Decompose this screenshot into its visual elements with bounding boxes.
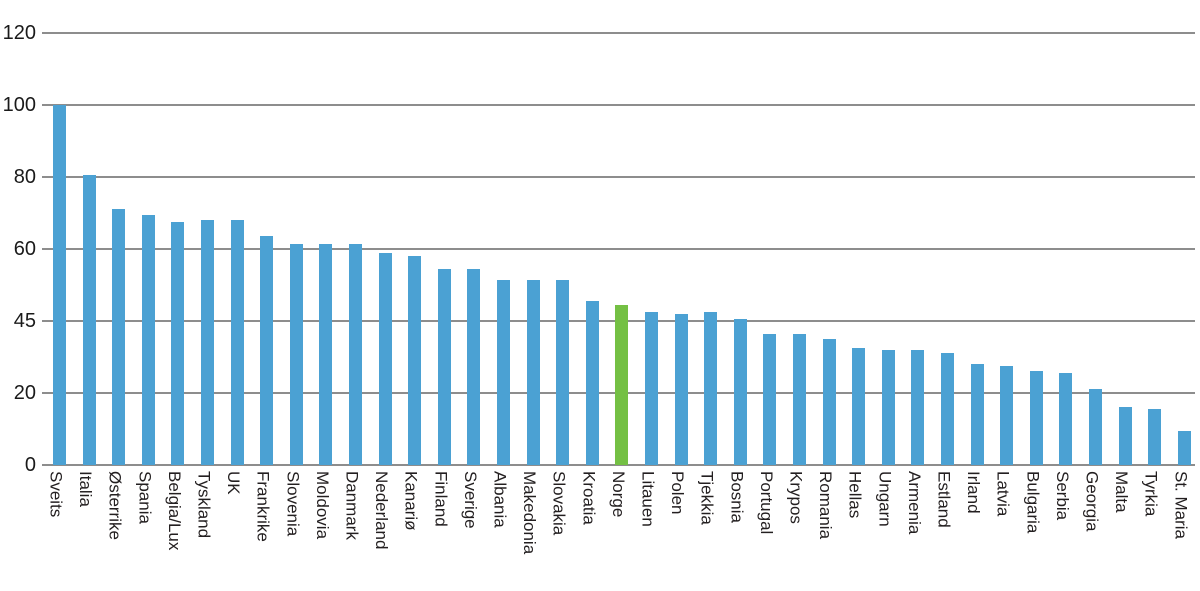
- x-axis-label: Tyskland: [194, 471, 214, 539]
- x-axis-label: Georgia: [1082, 471, 1102, 532]
- gridline: [42, 176, 1195, 178]
- bar: [911, 349, 925, 465]
- x-axis-label: Norge: [608, 471, 628, 518]
- bar: [53, 105, 66, 465]
- x-axis-label: Latvia: [993, 471, 1013, 517]
- gridline: [42, 248, 1195, 250]
- bar: [733, 319, 747, 465]
- y-axis-tick-label: 120: [2, 22, 36, 44]
- x-axis-label: Moldovia: [312, 471, 332, 540]
- bar: [704, 312, 718, 465]
- bar: [1029, 371, 1043, 465]
- bar: [378, 252, 392, 465]
- x-axis-label: Estland: [934, 471, 954, 528]
- bar: [349, 243, 362, 465]
- x-axis-label: Tyrkia: [1141, 471, 1161, 517]
- x-axis-label: Tjekkia: [697, 471, 717, 525]
- bar-highlighted: [615, 304, 629, 465]
- bar: [467, 268, 481, 465]
- bar: [881, 349, 895, 465]
- bar: [1089, 389, 1102, 465]
- bar: [260, 236, 274, 465]
- gridline: [42, 32, 1195, 34]
- x-axis-label: Romania: [816, 471, 836, 540]
- x-axis-label: Krypos: [786, 471, 806, 524]
- x-axis-label: Slovakia: [549, 471, 569, 536]
- bar: [793, 333, 806, 465]
- bar: [408, 256, 422, 465]
- bar: [585, 301, 599, 465]
- x-axis-label: Sverige: [460, 471, 480, 529]
- bar: [141, 214, 155, 465]
- x-axis-label: Danmark: [342, 471, 362, 540]
- bar: [852, 348, 866, 465]
- bar: [497, 279, 510, 465]
- gridline: [42, 464, 1195, 466]
- bar: [1177, 430, 1191, 465]
- y-axis-tick-label: 80: [13, 166, 36, 188]
- x-axis-label: St. Maria: [1171, 471, 1191, 540]
- x-axis-label: Malta: [1112, 471, 1132, 513]
- x-axis-label: Spania: [135, 471, 155, 524]
- x-axis-label: Finland: [431, 471, 451, 527]
- x-axis-label: Polen: [668, 471, 688, 515]
- x-axis-label: Bosnia: [727, 471, 747, 523]
- x-axis-label: Ungarn: [875, 471, 895, 527]
- bar: [1148, 409, 1162, 465]
- bar: [556, 279, 570, 465]
- bar: [645, 312, 658, 465]
- x-axis-label: Serbia: [1052, 471, 1072, 521]
- y-axis-tick-label: 60: [13, 238, 36, 260]
- x-axis-label: Litauen: [638, 471, 658, 527]
- y-axis-tick-label: 20: [13, 382, 36, 404]
- bar: [230, 220, 244, 465]
- bar: [1000, 366, 1014, 465]
- bar: [201, 220, 214, 465]
- y-axis-tick-label: 100: [2, 94, 36, 116]
- x-axis-label: Portugal: [756, 471, 776, 535]
- x-axis-label: Kanariø: [401, 471, 421, 531]
- x-axis-label: Belgia/Lux: [164, 471, 184, 551]
- bar: [1059, 373, 1073, 465]
- bar: [171, 222, 185, 465]
- x-axis-label: Makedonia: [520, 471, 540, 555]
- x-axis-label: UK: [224, 471, 244, 495]
- x-axis-label: Bulgaria: [1023, 471, 1043, 534]
- bar: [112, 209, 126, 465]
- x-axis-label: Hellas: [845, 471, 865, 519]
- bar: [822, 339, 836, 465]
- x-axis-label: Frankrike: [253, 471, 273, 542]
- gridline: [42, 104, 1195, 106]
- bar: [970, 364, 984, 465]
- bar: [289, 243, 303, 465]
- bar: [941, 353, 954, 465]
- y-axis-tick-label: 45: [13, 310, 36, 332]
- x-axis-label: Kroatia: [579, 471, 599, 525]
- x-axis-label: Slovenia: [283, 471, 303, 537]
- bar: [1118, 407, 1132, 465]
- bar: [319, 243, 333, 465]
- x-axis-label: Armenia: [904, 471, 924, 535]
- x-axis-label: Irland: [964, 471, 984, 514]
- x-axis-label: Italia: [76, 471, 96, 507]
- x-axis-label: Nederland: [372, 471, 392, 550]
- bar: [674, 313, 688, 465]
- y-axis-tick-label: 0: [24, 454, 36, 476]
- x-axis-label: Sveits: [46, 471, 66, 518]
- bar: [437, 268, 451, 465]
- bar: [763, 333, 777, 465]
- bar: [82, 175, 96, 465]
- x-axis-label: Albania: [490, 471, 510, 528]
- x-axis-label: Østerrike: [105, 471, 125, 540]
- bar: [526, 279, 540, 465]
